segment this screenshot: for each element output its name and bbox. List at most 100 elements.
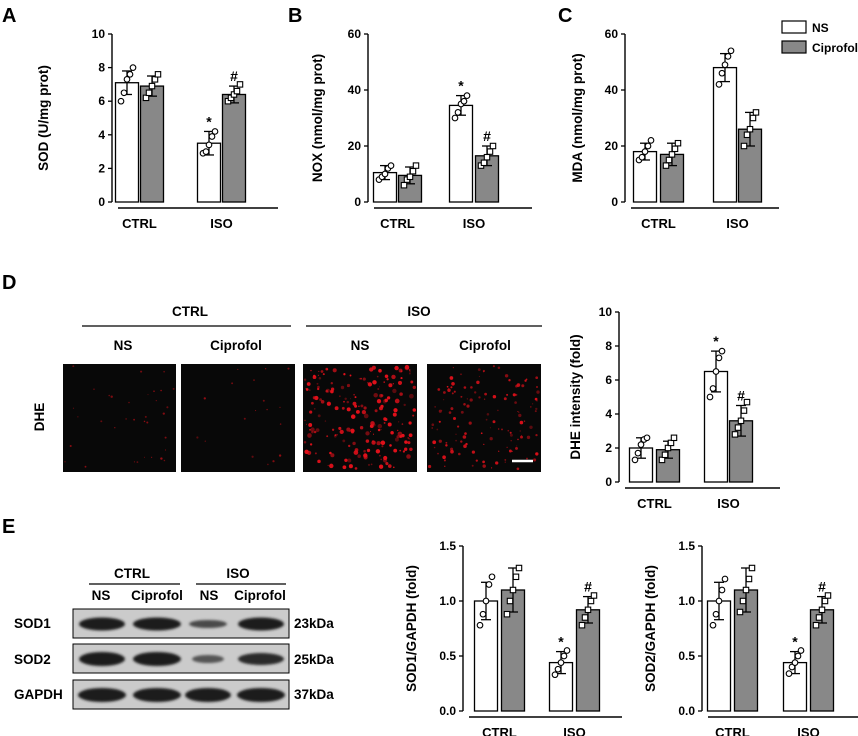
band-gapdh-2 xyxy=(133,688,181,702)
blot-lane-label-3: NS xyxy=(200,588,219,603)
dhe-signal-dot xyxy=(491,467,493,469)
dhe-signal-dot xyxy=(147,394,149,396)
data-point xyxy=(788,663,796,671)
dhe-signal-dot xyxy=(393,448,398,453)
x-tick-label: ISO xyxy=(210,216,232,231)
dhe-signal-dot xyxy=(354,467,358,470)
dhe-image-ctrl-ns xyxy=(63,364,176,472)
data-point xyxy=(148,82,156,90)
dhe-signal-dot xyxy=(464,432,467,435)
blot-strip-gapdh xyxy=(72,679,290,710)
data-point xyxy=(551,671,559,679)
dhe-signal-dot xyxy=(408,421,412,425)
dhe-signal-dot xyxy=(84,465,87,468)
dhe-signal-dot xyxy=(385,462,389,466)
dhe-signal-dot xyxy=(390,431,394,435)
panel-label-a: A xyxy=(2,5,16,27)
y-tick-label: 0 xyxy=(605,475,612,489)
dhe-signal-dot xyxy=(160,389,162,392)
dhe-signal-dot xyxy=(392,388,397,394)
y-tick-label: 1.0 xyxy=(678,594,695,608)
data-point xyxy=(718,69,726,77)
dhe-signal-dot xyxy=(329,451,332,455)
dhe-signal-dot xyxy=(391,374,396,380)
dhe-signal-dot xyxy=(446,385,449,388)
data-point xyxy=(706,393,714,401)
dhe-signal-dot xyxy=(380,440,386,446)
dhe-signal-dot xyxy=(476,380,480,385)
chart-nox: 0 20 40 60 NOX (nmol/mg prot) CTRL ISO * # xyxy=(310,27,532,231)
dhe-signal-dot xyxy=(359,426,364,430)
bar xyxy=(139,85,165,203)
dhe-signal-dot xyxy=(489,427,491,429)
data-point xyxy=(746,125,754,133)
data-point xyxy=(647,137,655,144)
y-axis-label: SOD (U/mg prot) xyxy=(36,65,51,171)
dhe-signal-dot xyxy=(466,398,468,400)
dhe-signal-dot xyxy=(160,457,163,460)
dhe-signal-dot xyxy=(311,401,314,405)
dhe-signal-dot xyxy=(164,436,167,439)
y-tick-label: 40 xyxy=(605,83,619,97)
dhe-signal-dot xyxy=(518,411,520,414)
dhe-signal-dot xyxy=(332,368,337,373)
dhe-signal-dot xyxy=(478,396,481,399)
dhe-signal-dot xyxy=(369,430,372,433)
dhe-signal-dot xyxy=(367,382,373,387)
dhe-signal-dot xyxy=(303,378,307,381)
dhe-signal-dot xyxy=(163,459,166,462)
panel-label-e: E xyxy=(2,516,15,538)
dhe-signal-dot xyxy=(450,407,454,411)
dhe-signal-dot xyxy=(508,449,512,453)
data-point xyxy=(587,597,595,605)
dhe-signal-dot xyxy=(515,393,518,396)
data-point xyxy=(584,606,592,614)
dhe-signal-dot xyxy=(400,370,403,373)
dhe-signal-dot xyxy=(404,440,408,444)
band-sod1-3 xyxy=(189,620,227,628)
y-tick-label: 0 xyxy=(98,195,105,209)
dhe-signal-dot xyxy=(534,397,538,401)
x-tick-label: CTRL xyxy=(380,216,415,231)
dhe-signal-dot xyxy=(318,376,322,380)
dhe-signal-dot xyxy=(360,377,362,380)
dhe-signal-dot xyxy=(346,400,350,404)
dhe-signal-dot xyxy=(326,435,329,438)
dhe-signal-dot xyxy=(330,389,334,394)
dhe-signal-dot xyxy=(255,410,257,412)
data-point xyxy=(476,621,484,629)
dhe-signal-dot xyxy=(366,448,371,453)
y-axis-label: SOD2/GAPDH (fold) xyxy=(643,565,658,692)
dhe-signal-dot xyxy=(498,450,500,452)
dhe-signal-dot xyxy=(331,428,335,431)
dhe-signal-dot xyxy=(334,406,339,411)
data-point xyxy=(590,592,598,599)
band-sod2-4 xyxy=(238,653,284,665)
data-point xyxy=(739,597,747,605)
y-axis-label: SOD1/GAPDH (fold) xyxy=(404,565,419,692)
dhe-signal-dot xyxy=(380,458,383,461)
dhe-signal-dot xyxy=(309,410,313,414)
data-point xyxy=(644,142,652,150)
dhe-signal-dot xyxy=(334,434,337,436)
dhe-signal-dot xyxy=(347,385,349,387)
y-tick-label: 1.5 xyxy=(439,539,456,553)
data-point xyxy=(560,652,568,660)
dhe-signal-dot xyxy=(428,464,432,469)
y-tick-label: 8 xyxy=(98,61,105,75)
dhe-signal-dot xyxy=(357,454,361,458)
dhe-signal-dot xyxy=(317,385,320,389)
dhe-signal-dot xyxy=(360,404,364,408)
data-point xyxy=(715,597,723,605)
dhe-signal-dot xyxy=(535,376,539,380)
data-point xyxy=(634,449,642,457)
dhe-signal-dot xyxy=(338,426,342,430)
dhe-signal-dot xyxy=(503,397,507,401)
y-tick-label: 20 xyxy=(348,139,362,153)
dhe-signal-dot xyxy=(64,461,66,463)
significance-mark: * xyxy=(558,634,564,650)
legend-label-ciprofol: Ciprofol xyxy=(812,41,858,55)
dhe-signal-dot xyxy=(483,443,485,446)
dhe-signal-dot xyxy=(143,420,146,423)
